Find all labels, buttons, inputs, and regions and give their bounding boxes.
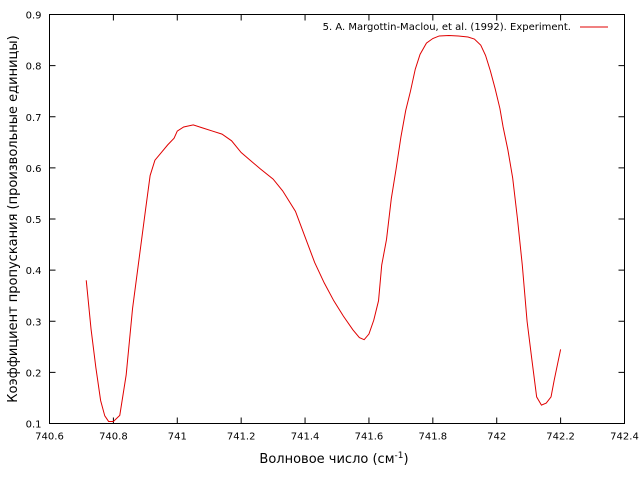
x-tick-label: 742.2 bbox=[546, 432, 575, 443]
y-tick-label: 0.7 bbox=[26, 113, 42, 124]
y-tick-label: 0.3 bbox=[26, 317, 42, 328]
y-tick-label: 0.1 bbox=[26, 420, 42, 431]
y-axis-ticks: 0.1 0.2 0.3 0.4 0.5 0.6 0.7 0.8 0.9 bbox=[26, 11, 625, 431]
y-tick-label: 0.6 bbox=[26, 164, 42, 175]
x-tick-label: 741.8 bbox=[419, 432, 448, 443]
y-tick-label: 0.9 bbox=[26, 11, 42, 22]
x-axis-ticks: 740.6 740.8 741 741.2 741.4 741.6 741.8 742 742.… bbox=[35, 14, 639, 443]
x-axis-label-main: Волновое число (см bbox=[259, 452, 394, 467]
y-tick-label: 0.2 bbox=[26, 368, 42, 379]
y-axis-label: Коэффициент пропускания (произвольные ед… bbox=[6, 35, 21, 402]
y-tick-label: 0.5 bbox=[26, 215, 42, 226]
y-tick-label: 0.8 bbox=[26, 62, 42, 73]
y-tick-label: 0.4 bbox=[26, 266, 42, 277]
legend: 5. A. Margottin-Maclou, et al. (1992). E… bbox=[323, 22, 608, 33]
plot-frame bbox=[49, 14, 625, 424]
x-axis-label-tail: ) bbox=[403, 452, 408, 467]
x-tick-label: 741.4 bbox=[291, 432, 320, 443]
series-line bbox=[85, 34, 562, 422]
legend-label: 5. A. Margottin-Maclou, et al. (1992). E… bbox=[323, 22, 571, 33]
x-tick-label: 741.6 bbox=[355, 432, 384, 443]
x-tick-label: 740.6 bbox=[35, 432, 64, 443]
x-axis-label-sup: -1 bbox=[395, 451, 404, 461]
x-tick-label: 742 bbox=[487, 432, 506, 443]
x-tick-label: 741.2 bbox=[227, 432, 256, 443]
x-tick-label: 742.4 bbox=[610, 432, 639, 443]
x-axis-label: Волновое число (см-1) bbox=[259, 451, 408, 467]
x-tick-label: 740.8 bbox=[99, 432, 128, 443]
x-tick-label: 741 bbox=[168, 432, 187, 443]
